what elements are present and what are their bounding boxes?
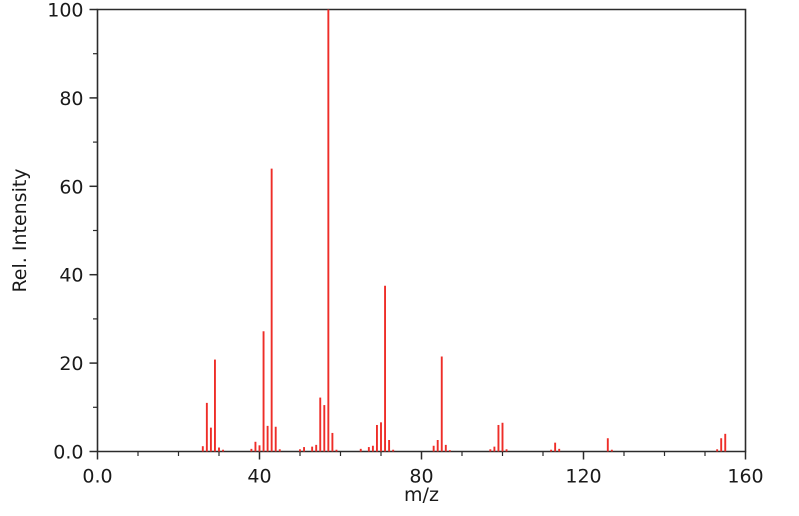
- x-tick-label: 0.0: [82, 466, 112, 488]
- y-tick-label: 60: [59, 176, 83, 198]
- y-tick-label: 0.0: [53, 442, 83, 464]
- x-tick-label: 160: [727, 466, 763, 488]
- y-tick-label: 20: [59, 353, 83, 375]
- x-tick-label: 120: [565, 466, 601, 488]
- x-axis-title: m/z: [404, 484, 439, 506]
- x-tick-label: 40: [247, 466, 271, 488]
- peak-series: [201, 9, 727, 452]
- y-axis-title: Rel. Intensity: [9, 168, 31, 292]
- plot-frame: [96, 8, 747, 453]
- x-tick-label: 80: [409, 466, 433, 488]
- y-tick-label: 100: [47, 0, 83, 22]
- y-tick-label: 40: [59, 265, 83, 287]
- y-tick-label: 80: [59, 88, 83, 110]
